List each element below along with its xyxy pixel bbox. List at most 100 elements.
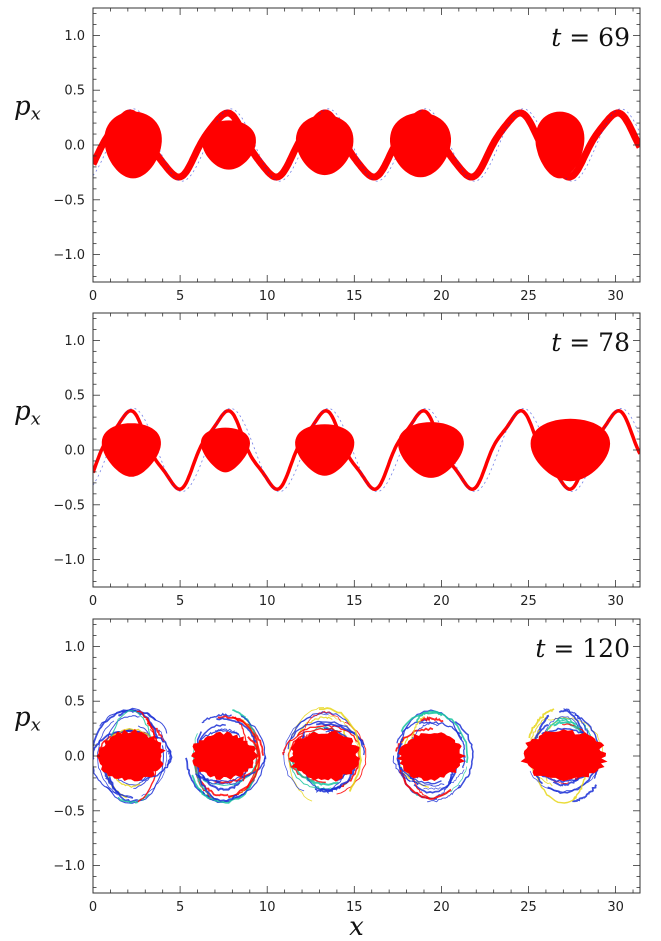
x-tick-label: 5	[176, 594, 184, 609]
x-tick-label: 5	[176, 900, 184, 915]
panel-2: 0 5 10 15 20 25 30 −1.0 −0.5 0.0 0.5 1.0 px t = 78	[14, 312, 641, 609]
turbulent-filament	[399, 769, 452, 800]
turbulent-filament	[314, 784, 342, 795]
vortex-core-2	[191, 731, 259, 781]
panel-3: 0 5 10 15 20 25 30 −1.0 −0.5 0.0 0.5 1.0 px t = 120 x	[14, 618, 641, 941]
turbulent-filament	[397, 738, 411, 783]
vortex-core-5	[530, 418, 611, 482]
x-tick-label: 15	[346, 900, 363, 915]
panel-title: t = 69	[551, 23, 630, 52]
vortex-core-1	[96, 728, 166, 782]
turbulent-filament	[117, 793, 150, 805]
x-tick-label: 10	[259, 900, 276, 915]
turbulent-filament	[416, 709, 443, 723]
vortex-core-4	[397, 422, 464, 478]
y-tick-label: 1.0	[64, 334, 85, 349]
turbulent-filament	[246, 734, 258, 789]
turbulent-filament	[93, 765, 134, 799]
turbulent-filament	[427, 784, 461, 803]
y-tick-label: 0.0	[64, 139, 85, 154]
vortex-core-5	[520, 729, 608, 782]
y-tick-label: −0.5	[53, 193, 85, 208]
turbulent-filament	[231, 715, 266, 799]
turbulent-filament	[232, 709, 257, 739]
plot-area	[93, 407, 640, 493]
y-axis-label: px	[14, 92, 41, 125]
x-tick-label: 20	[433, 594, 450, 609]
turbulent-filament	[420, 715, 444, 723]
y-tick-label: 0.5	[64, 695, 85, 710]
y-tick-label: −0.5	[53, 804, 85, 819]
x-tick-label: 0	[89, 289, 97, 304]
vortex-core-1	[104, 111, 162, 179]
plot-area	[93, 108, 640, 182]
y-axis-label: px	[14, 703, 41, 736]
turbulent-filament	[99, 707, 168, 734]
x-tick-label: 15	[346, 289, 363, 304]
panel-title: t = 120	[535, 634, 630, 663]
panel-title: t = 78	[551, 328, 630, 357]
turbulent-filament	[227, 716, 261, 798]
vortex-core-2	[201, 120, 256, 170]
turbulent-filament	[288, 707, 325, 802]
turbulent-filament	[297, 716, 333, 736]
y-tick-label: 0.0	[64, 444, 85, 459]
x-tick-label: 25	[520, 900, 537, 915]
x-tick-label: 30	[607, 900, 624, 915]
turbulent-filament	[318, 707, 362, 792]
turbulent-filament	[398, 709, 462, 751]
vortex-core-3	[295, 424, 355, 476]
turbulent-filament	[400, 711, 469, 764]
turbulent-filament	[287, 711, 351, 750]
turbulent-filament	[455, 729, 466, 769]
turbulent-filament	[299, 710, 341, 741]
y-tick-label: 0.0	[64, 750, 85, 765]
x-tick-label: 10	[259, 594, 276, 609]
vortex-core-5	[535, 111, 585, 179]
y-tick-label: −0.5	[53, 498, 85, 513]
turbulent-filament	[217, 714, 265, 756]
x-axis-label: x	[349, 912, 364, 941]
x-tick-label: 25	[520, 289, 537, 304]
turbulent-filament	[199, 777, 241, 785]
turbulent-filament	[216, 717, 257, 743]
y-tick-label: −1.0	[53, 859, 85, 874]
plot-area	[93, 707, 608, 805]
vortex-core-3	[288, 730, 361, 782]
turbulent-filament	[105, 745, 165, 804]
x-tick-label: 10	[259, 289, 276, 304]
turbulent-filament	[198, 729, 240, 742]
vortex-core-4	[397, 732, 467, 782]
turbulent-filament	[423, 769, 465, 790]
turbulent-filament	[528, 708, 555, 739]
vortex-core-2	[200, 427, 251, 473]
turbulent-filament	[316, 722, 365, 746]
x-tick-label: 30	[607, 594, 624, 609]
turbulent-filament	[191, 770, 258, 804]
x-tick-label: 5	[176, 289, 184, 304]
turbulent-filament	[296, 724, 360, 746]
x-tick-label: 15	[346, 594, 363, 609]
vortex-core-4	[390, 112, 451, 178]
y-tick-label: 1.0	[64, 29, 85, 44]
vortex-core-3	[295, 114, 354, 176]
turbulent-filament	[110, 709, 153, 750]
x-tick-label: 20	[433, 900, 450, 915]
x-tick-label: 30	[607, 289, 624, 304]
y-tick-label: 0.5	[64, 389, 85, 404]
y-tick-label: −1.0	[53, 553, 85, 568]
turbulent-filament	[201, 712, 232, 724]
y-tick-label: 1.0	[64, 640, 85, 655]
turbulent-filament	[282, 727, 342, 756]
turbulent-filament	[572, 784, 598, 803]
turbulent-filament	[97, 720, 133, 799]
turbulent-filament	[418, 720, 461, 735]
filament-trail	[93, 407, 640, 493]
turbulent-filament	[395, 727, 434, 752]
x-tick-label: 25	[520, 594, 537, 609]
vortex-core-1	[101, 423, 161, 477]
turbulent-filament	[436, 776, 452, 799]
y-tick-label: −1.0	[53, 248, 85, 263]
y-axis-label: px	[14, 397, 41, 430]
